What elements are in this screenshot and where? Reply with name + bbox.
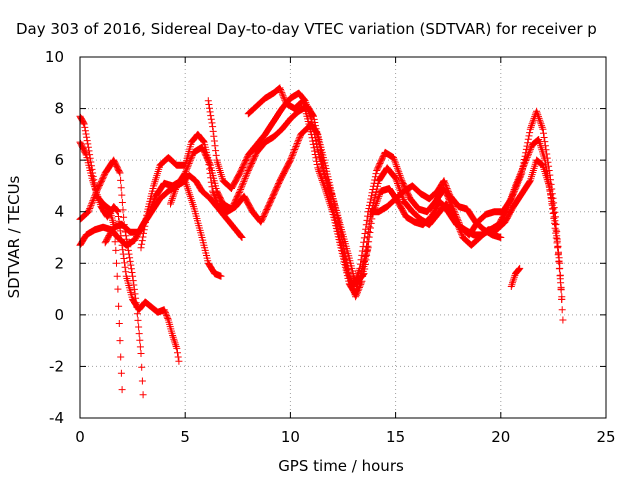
y-tick-label: -2: [49, 357, 64, 375]
plot-frame: [79, 56, 607, 419]
y-axis-label: SDTVAR / TECUs: [5, 175, 23, 298]
chart-title: Day 303 of 2016, Sidereal Day-to-day VTE…: [16, 20, 597, 38]
series-trace-h: [204, 89, 566, 301]
data-point-marks: [507, 264, 524, 290]
series-trace-k: [507, 264, 524, 290]
x-tick-label: 5: [180, 428, 190, 446]
series-trace-c: [76, 156, 147, 399]
y-tick-label: 2: [54, 254, 64, 272]
series-trace-i: [244, 84, 372, 298]
data-marks: [76, 84, 567, 399]
y-tick-label: -4: [49, 409, 64, 427]
y-tick-label: 0: [54, 306, 64, 324]
y-tick-label: 10: [45, 48, 64, 66]
data-point-marks: [366, 177, 505, 241]
y-tick-labels: -4 -2 0 2 4 6 8 10: [45, 48, 64, 427]
y-tick-label: 8: [54, 100, 64, 118]
x-tick-label: 15: [386, 428, 405, 446]
x-tick-label: 20: [491, 428, 510, 446]
axis-ticks: [79, 56, 607, 419]
y-tick-label: 4: [54, 203, 64, 221]
x-tick-label: 0: [75, 428, 85, 446]
x-tick-labels: 0 5 10 15 20 25: [75, 428, 615, 446]
data-point-marks: [76, 156, 147, 399]
x-tick-label: 25: [596, 428, 615, 446]
data-point-marks: [244, 84, 372, 298]
x-axis-label: GPS time / hours: [278, 457, 404, 475]
y-tick-label: 6: [54, 151, 64, 169]
series-trace-j: [366, 177, 505, 241]
data-point-marks: [204, 89, 566, 301]
x-tick-label: 10: [281, 428, 300, 446]
